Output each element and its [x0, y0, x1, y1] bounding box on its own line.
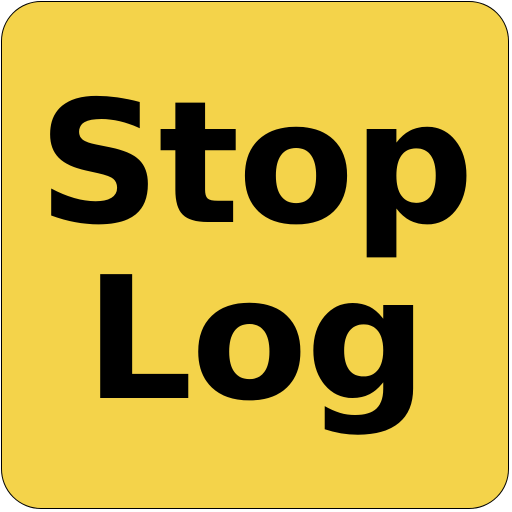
stop-log-label-line-1: Stop	[37, 65, 474, 263]
stop-log-label-line-2: Log	[84, 241, 428, 439]
